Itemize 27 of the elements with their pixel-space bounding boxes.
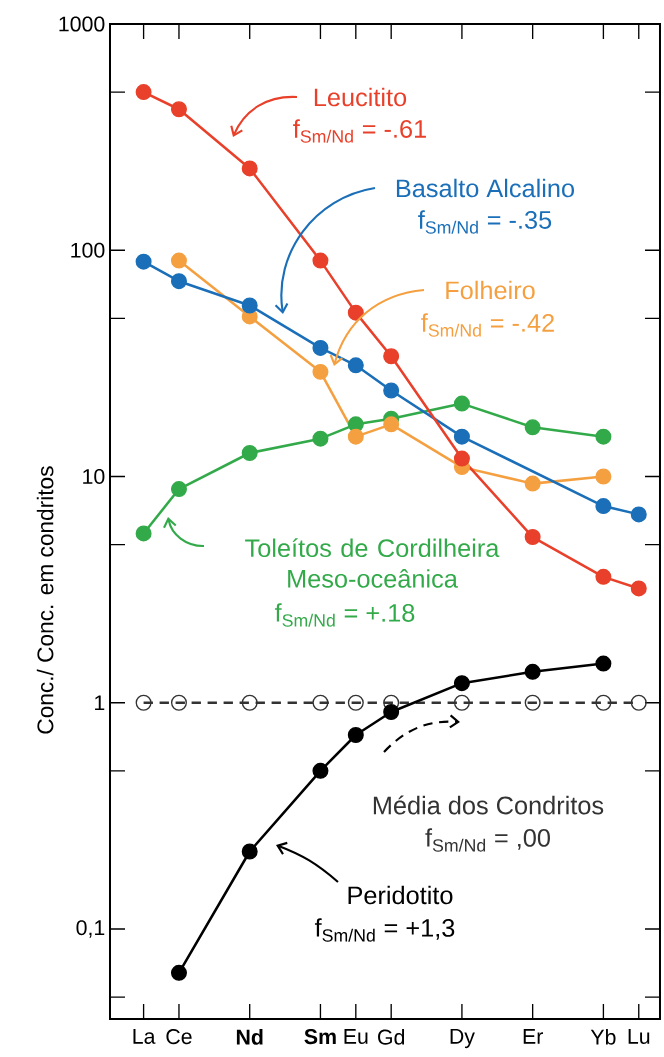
y-axis-title: Conc./ Conc. em condritos — [36, 466, 54, 734]
x-tick-label: Gd — [378, 1029, 405, 1045]
y-tick-label: 0,1 — [76, 920, 105, 938]
x-tick-label: La — [133, 1029, 156, 1044]
x-tick-label: Nd — [236, 1029, 263, 1045]
y-tick-label: 1000 — [59, 16, 105, 32]
annotation: f$_{Sm/Nd}$ = +1,3 — [314, 918, 455, 942]
x-tick-label: Eu — [344, 1029, 368, 1044]
text: Folheiro — [446, 280, 535, 300]
annotation: f$_{Sm/Nd}$ = -.42 — [421, 313, 554, 337]
x-tick-label: Er — [523, 1029, 543, 1044]
annotation: f$_{Sm/Nd}$ = -.61 — [293, 119, 426, 143]
text: Basalto Alcalino — [396, 178, 574, 198]
annotation: f$_{Sm/Nd}$ = ,00 — [425, 828, 550, 852]
text: Leucitito — [314, 87, 407, 107]
x-tick-label: Lu — [628, 1029, 650, 1044]
x-tick-label: Ce — [166, 1029, 192, 1045]
y-tick-label: 1 — [95, 695, 105, 711]
y-tick-label: 10 — [83, 468, 105, 485]
annotation: f$_{Sm/Nd}$ = +.18 — [274, 603, 415, 627]
x-tick-label: Sm — [304, 1029, 336, 1045]
x-tick-label: Dy — [450, 1029, 475, 1049]
annotation: f$_{Sm/Nd}$ = -.35 — [418, 210, 552, 234]
x-tick-label: Yb — [590, 1029, 616, 1045]
y-tick-label: 100 — [71, 242, 105, 258]
text: Peridotito — [348, 885, 453, 905]
text: Média dos Condritos — [373, 795, 604, 815]
